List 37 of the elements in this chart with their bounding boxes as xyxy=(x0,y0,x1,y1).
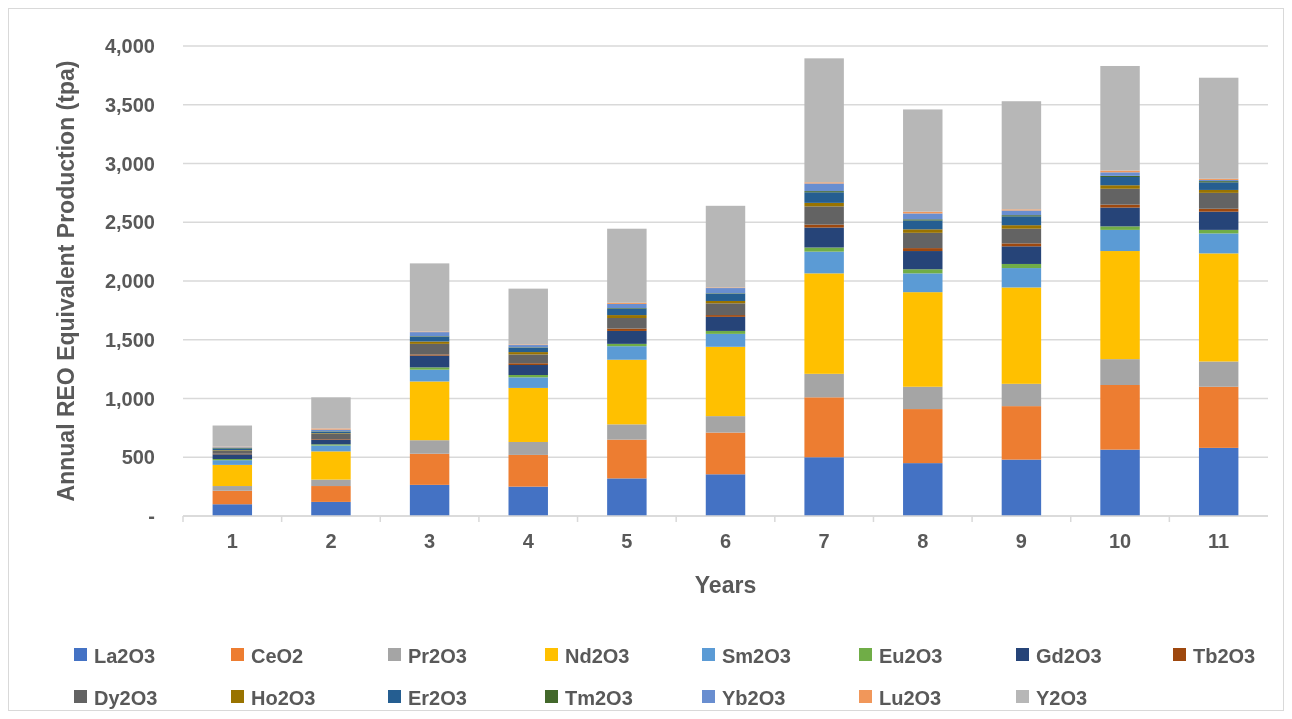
x-tick-label: 8 xyxy=(917,530,929,552)
legend-label: Eu2O3 xyxy=(879,645,943,667)
legend-label: Gd2O3 xyxy=(1036,645,1102,667)
y-tick-label: 3,500 xyxy=(104,93,155,116)
x-axis-title: Years xyxy=(694,572,757,598)
legend-label: Nd2O3 xyxy=(565,645,630,667)
y-axis-title: Annual REO Equivalent Production (tpa) xyxy=(53,60,79,502)
legend-label: Ho2O3 xyxy=(251,687,316,709)
x-tick-label: 5 xyxy=(621,530,633,552)
legend-label: Y2O3 xyxy=(1036,687,1088,709)
y-tick-label: 2,500 xyxy=(104,211,155,234)
legend-label: Pr2O3 xyxy=(408,645,467,667)
y-tick-label: - xyxy=(148,505,155,527)
y-tick-label: 1,000 xyxy=(104,387,155,410)
legend-label: Tb2O3 xyxy=(1193,645,1256,667)
x-tick-label: 2 xyxy=(325,530,337,552)
x-tick-label: 3 xyxy=(424,530,436,552)
x-tick-label: 10 xyxy=(1108,530,1132,552)
x-tick-label: 1 xyxy=(226,530,238,552)
legend-label: Tm2O3 xyxy=(565,687,633,709)
y-tick-label: 3,000 xyxy=(104,152,155,175)
y-tick-label: 1,500 xyxy=(104,328,155,351)
legend-label: La2O3 xyxy=(94,645,156,667)
legend-label: Dy2O3 xyxy=(94,687,158,709)
x-tick-label: 6 xyxy=(719,530,732,552)
legend-label: Er2O3 xyxy=(408,687,467,709)
legend-label: Yb2O3 xyxy=(722,687,786,709)
legend-label: Sm2O3 xyxy=(722,645,791,667)
y-tick-label: 500 xyxy=(121,446,155,469)
y-tick-label: 2,000 xyxy=(104,270,155,292)
x-tick-label: 7 xyxy=(818,530,830,552)
x-tick-label: 11 xyxy=(1208,530,1230,552)
x-tick-label: 9 xyxy=(1015,530,1027,552)
x-tick-label: 4 xyxy=(522,530,535,552)
legend-label: CeO2 xyxy=(251,645,304,667)
y-tick-label: 4,000 xyxy=(104,35,155,57)
legend-label: Lu2O3 xyxy=(879,687,942,709)
